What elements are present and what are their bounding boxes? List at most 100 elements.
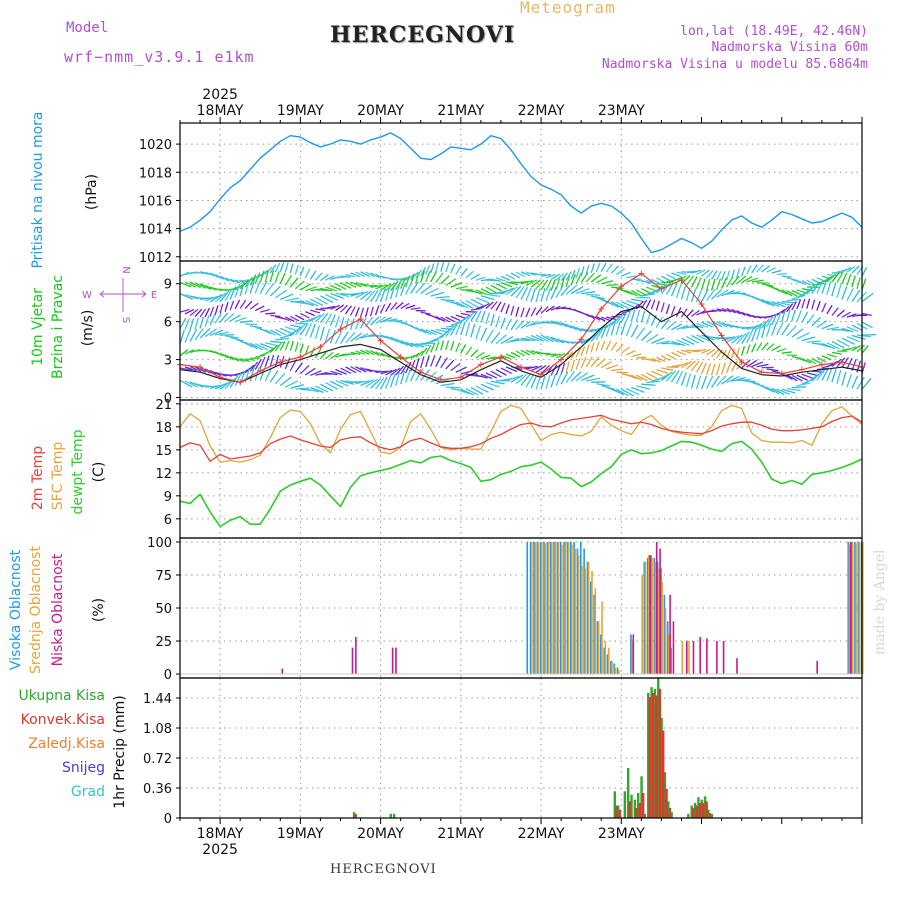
wind-arrow (615, 321, 621, 336)
wind-arrow (415, 343, 430, 347)
wind-arrow (359, 307, 365, 318)
wind-arrow (761, 265, 771, 273)
wind-arrow (395, 338, 409, 347)
wind-arrow (490, 332, 501, 344)
wind-arrow (405, 274, 415, 281)
wind-arrow (610, 301, 624, 310)
wind-arrow (590, 274, 602, 283)
wind-arrow (711, 349, 720, 358)
wind-arrow (505, 375, 520, 382)
wind-arrow (480, 288, 492, 295)
wind-arrow (595, 316, 606, 322)
wind-arrow (721, 375, 734, 385)
wind-arrow (656, 368, 669, 374)
wind-arrow (575, 288, 590, 294)
wind-arrow (325, 293, 339, 301)
wind-arrow (219, 303, 224, 314)
wind-arrow (285, 326, 297, 332)
wind-arrow (495, 277, 506, 282)
wind-arrow (179, 349, 189, 357)
wind-arrow (330, 284, 342, 291)
precip-total-bar (389, 813, 393, 818)
wind-arrow (480, 295, 495, 301)
wind-arrow (310, 298, 324, 307)
wind-gust-marker (778, 370, 785, 377)
wind-arrow (661, 367, 674, 371)
wind-arrow (375, 284, 388, 290)
wind-arrow (600, 324, 608, 339)
wind-arrow (606, 364, 618, 370)
wind-gust-marker (618, 283, 625, 290)
cloud-high-bar (603, 647, 605, 675)
wind-arrow (239, 299, 247, 309)
wind-arrow (234, 299, 241, 310)
wind-arrow (365, 290, 376, 302)
wind-arrow (801, 280, 811, 286)
wind-gust-marker (818, 361, 825, 368)
wind-arrow (249, 361, 259, 372)
wind-arrow (330, 304, 340, 310)
cloud-high-bar (653, 557, 656, 675)
wind-arrow (841, 337, 855, 345)
cloud-low-bar (692, 641, 695, 675)
wind-arrow (289, 277, 299, 288)
wind-arrow (645, 312, 651, 325)
wind-arrow (696, 310, 706, 316)
cloud-mid-bar (587, 561, 590, 675)
data-layer (177, 132, 877, 818)
wind-arrow (741, 345, 746, 356)
wind-arrow (389, 373, 396, 388)
wind-arrow (796, 299, 802, 310)
wind-arrow (505, 318, 512, 330)
wind-arrow (410, 368, 417, 382)
wind-arrow (184, 308, 195, 315)
wind-arrow (841, 267, 852, 273)
wind-arrow (821, 367, 829, 381)
wind-arrow (430, 342, 436, 353)
wind-arrow (520, 271, 531, 277)
wind-arrow (289, 340, 294, 351)
wind-arrow (214, 273, 225, 280)
wind-arrow (264, 355, 270, 368)
cloud-mid-bar (551, 541, 553, 675)
wind-arrow (510, 351, 521, 358)
wind-arrow (771, 322, 778, 336)
top-day-label: 20MAY (357, 103, 404, 119)
wind-arrow (645, 299, 652, 309)
wind-arrow (746, 313, 757, 319)
wind-arrow (831, 307, 839, 316)
y-tick-label: 25 (155, 635, 172, 650)
wind-arrow (470, 273, 480, 280)
wind-arrow (410, 271, 419, 280)
wind-arrow (846, 288, 854, 302)
wind-arrow (635, 327, 646, 340)
wind-arrow (304, 345, 310, 356)
wind-arrow (249, 367, 255, 382)
wind-arrow (440, 327, 452, 339)
wind-gust-marker (317, 343, 324, 350)
wind-arrow (420, 267, 426, 277)
wind-gust-marker (417, 369, 424, 376)
wind-gust-marker (518, 364, 524, 371)
wind-arrow (279, 341, 286, 351)
cloud-low-bar (672, 621, 675, 675)
wind-arrow (756, 297, 770, 306)
wind-arrow (715, 270, 722, 281)
wind-arrow (184, 281, 197, 288)
wind-arrow (370, 378, 381, 389)
top-day-label: 18MAY (197, 103, 244, 119)
wind-arrow (435, 378, 450, 385)
wind-arrow (690, 374, 696, 389)
wind-arrow (590, 356, 600, 367)
wind-arrow (320, 274, 329, 282)
wind-arrow (570, 285, 584, 295)
wind-arrow (495, 334, 507, 345)
cloud-high-bar (553, 541, 555, 675)
wind-arrow (475, 351, 485, 359)
wind-arrow (305, 286, 317, 292)
wind-arrow (846, 313, 857, 318)
y-tick-label: 50 (155, 602, 172, 617)
cloud-low-bar (706, 638, 708, 675)
wind-arrow (204, 295, 219, 302)
wind-arrow (204, 315, 210, 328)
